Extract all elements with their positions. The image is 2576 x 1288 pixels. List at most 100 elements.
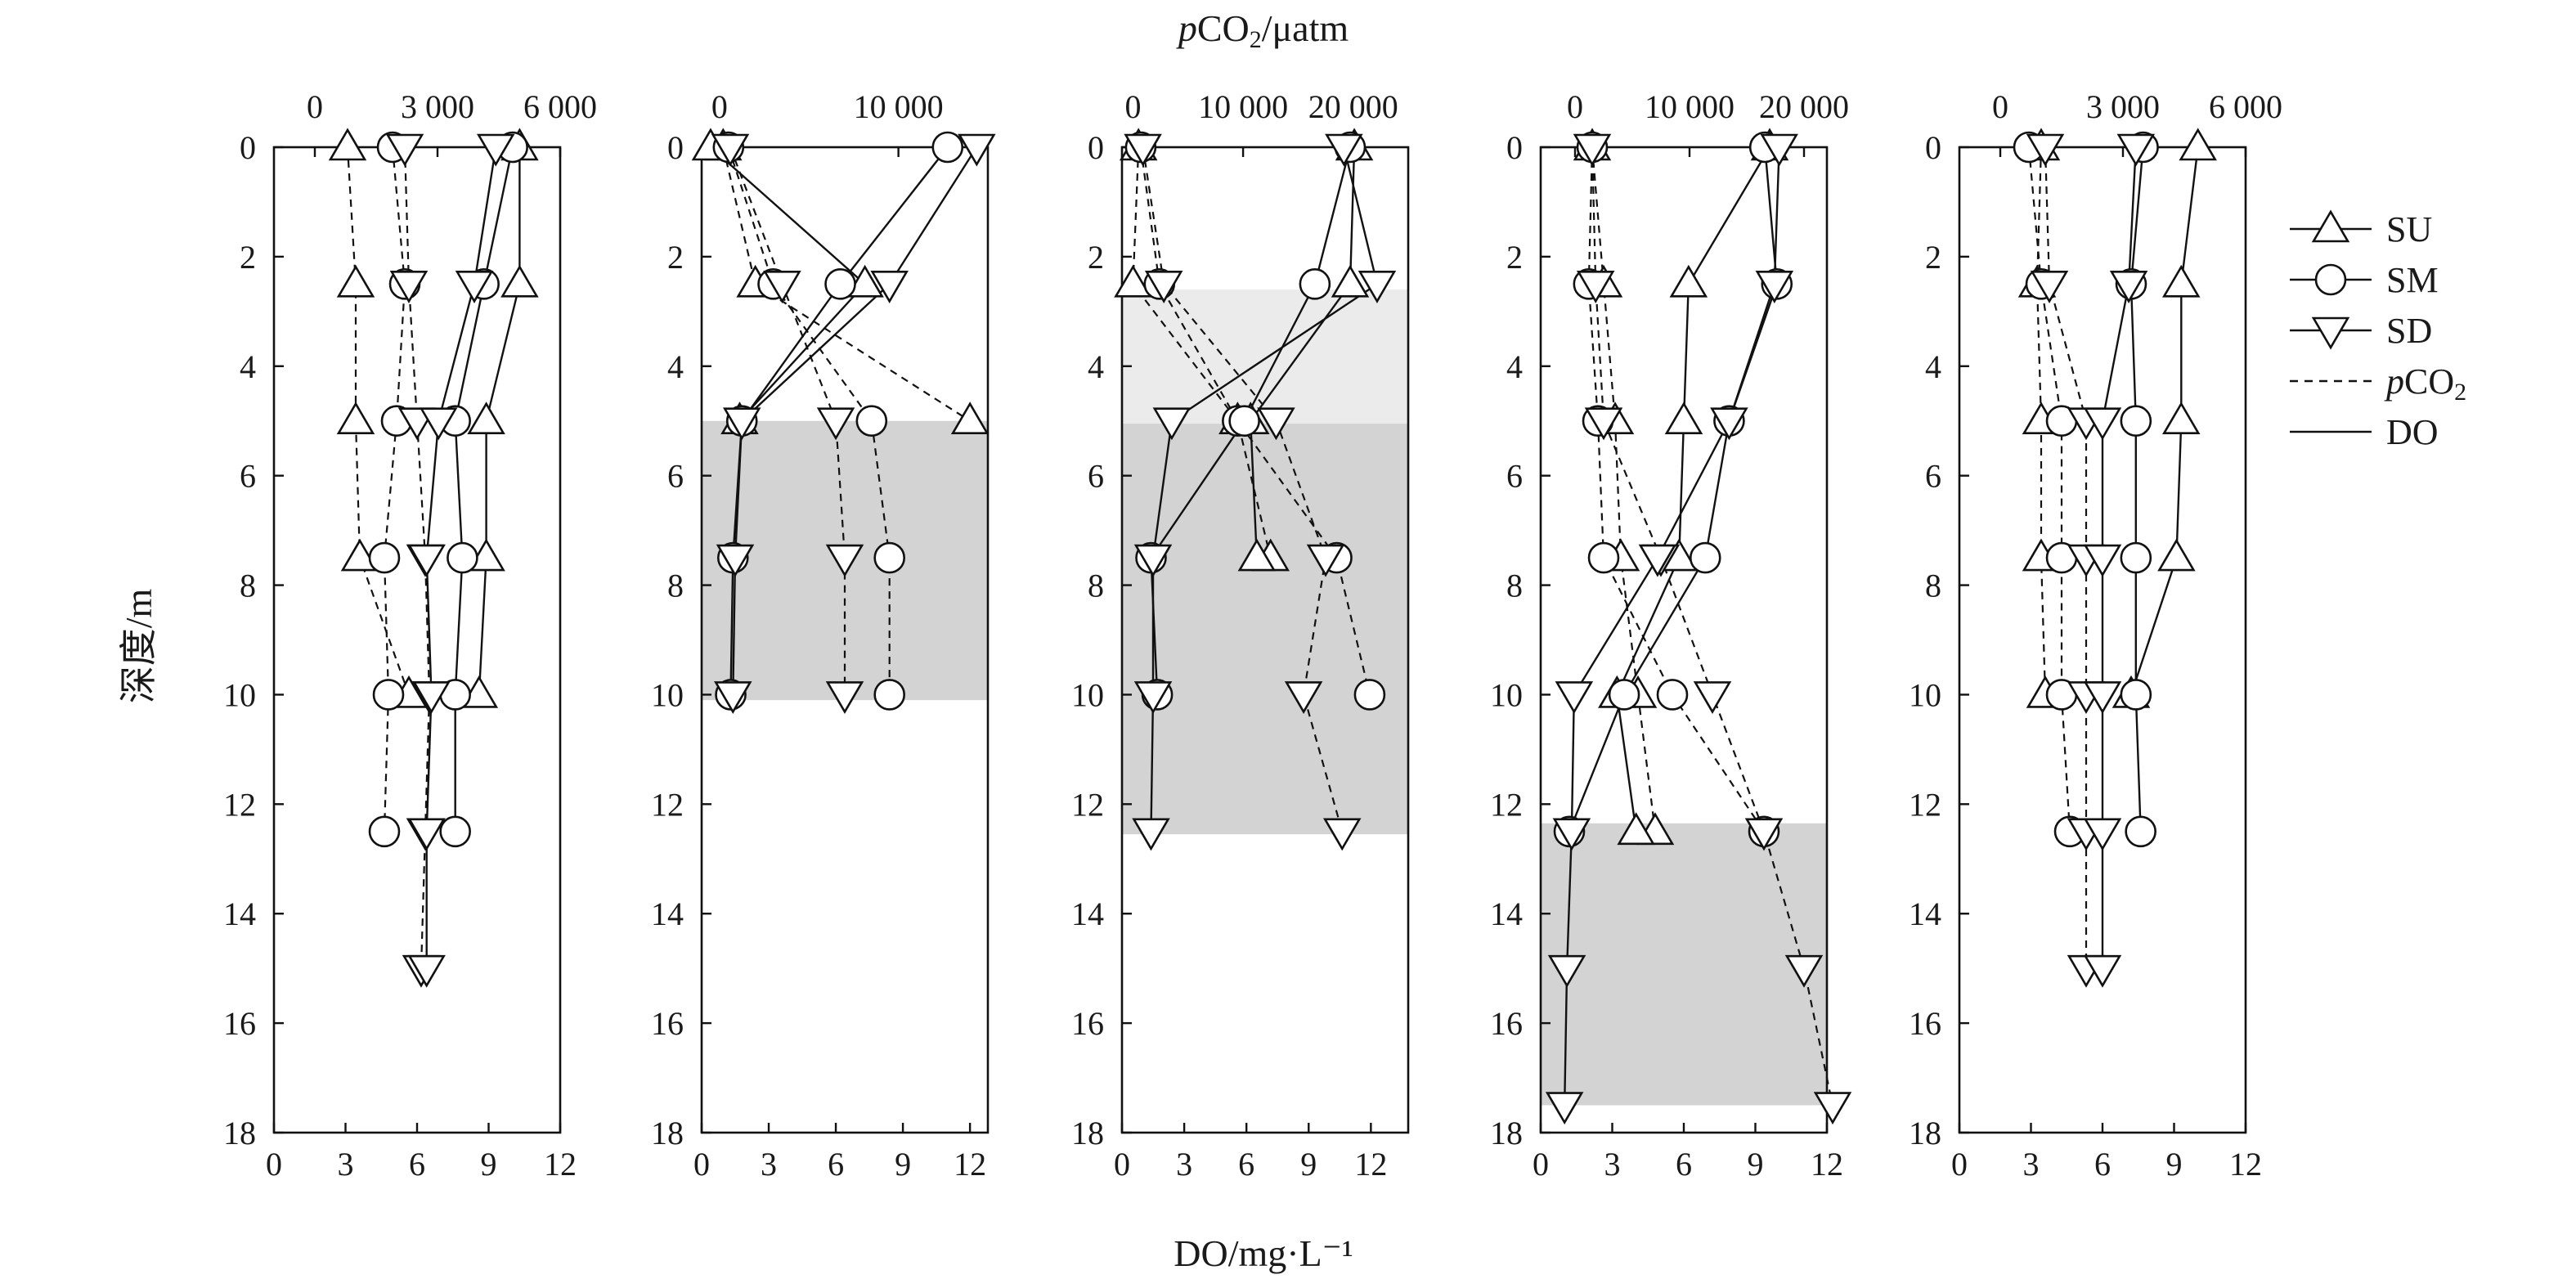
y-tick-label: 8 xyxy=(1088,568,1104,604)
legend-item-do: DO xyxy=(2290,412,2439,452)
y-tick-label: 12 xyxy=(223,786,256,823)
y-tick-label: 12 xyxy=(651,786,684,823)
do-point-sd xyxy=(716,544,755,577)
do-tick-label: 3 xyxy=(338,1146,354,1183)
legend-item-su: SU xyxy=(2290,209,2432,249)
pco2-point-sd xyxy=(1744,818,1784,851)
do-tick-label: 12 xyxy=(2229,1146,2262,1183)
y-tick-label: 0 xyxy=(240,129,256,166)
y-tick-label: 0 xyxy=(1088,129,1104,166)
do-point-sd xyxy=(1755,271,1794,303)
y-tick-label: 6 xyxy=(1506,458,1523,495)
do-tick-label: 0 xyxy=(1114,1146,1130,1183)
do-point-sm xyxy=(1299,268,1331,300)
pco2-line-sm xyxy=(1587,146,1765,832)
pco2-tick-label: 0 xyxy=(1567,88,1583,125)
y-tick-label: 10 xyxy=(1909,676,1941,713)
legend-label: DO xyxy=(2386,412,2439,452)
pco2-point-sd xyxy=(1322,818,1362,851)
y-tick-label: 12 xyxy=(1909,786,1941,823)
do-point-su xyxy=(1331,264,1370,298)
y-tick-label: 8 xyxy=(1925,568,1941,604)
pco2-point-su xyxy=(336,264,375,298)
pco2-point-sd xyxy=(1573,133,1612,167)
y-tick-label: 14 xyxy=(223,895,256,932)
pco2-point-sd xyxy=(1784,954,1824,988)
pco2-tick-label: 0 xyxy=(711,88,728,125)
series-markers xyxy=(328,128,539,988)
panel-frame xyxy=(700,146,990,1134)
do-point-sd xyxy=(2083,818,2122,851)
y-tick-label: 10 xyxy=(1490,676,1523,713)
y-tick-label: 16 xyxy=(223,1005,256,1042)
pco2-tick-label: 6 000 xyxy=(2209,88,2282,125)
do-point-su xyxy=(1617,812,1655,846)
do-point-sd xyxy=(1638,544,1677,577)
top-axis-title-co: CO xyxy=(1197,7,1250,49)
do-point-sm xyxy=(2120,679,2152,711)
pco2-tick-label: 0 xyxy=(1992,88,2008,125)
do-tick-label: 6 xyxy=(1676,1146,1692,1183)
pco2-point-sd xyxy=(1306,544,1345,577)
top-axis-title-unit: /μatm xyxy=(1262,7,1349,49)
pco2-tick-label: 3 000 xyxy=(2086,88,2160,125)
do-tick-label: 3 xyxy=(1604,1146,1621,1183)
y-tick-label: 2 xyxy=(1925,239,1941,276)
y-tick-label: 4 xyxy=(1925,348,1941,385)
pco2-tick-label: 3 000 xyxy=(401,88,474,125)
legend-marker-sd xyxy=(2311,316,2350,350)
pco2-point-sm xyxy=(855,405,888,438)
do-point-sd xyxy=(870,271,909,303)
y-tick-label: 2 xyxy=(667,239,684,276)
y-tick-label: 10 xyxy=(223,676,256,713)
pco2-point-sd xyxy=(1576,271,1615,303)
do-point-sm xyxy=(1228,405,1260,438)
y-tick-label: 18 xyxy=(1490,1115,1523,1151)
y-tick-label: 14 xyxy=(1490,895,1523,932)
y-tick-label: 18 xyxy=(1909,1115,1941,1151)
pco2-point-sd xyxy=(385,133,424,167)
do-tick-label: 3 xyxy=(761,1146,777,1183)
do-tick-label: 12 xyxy=(544,1146,577,1183)
do-point-sd xyxy=(455,271,494,303)
do-point-sm xyxy=(1608,679,1640,711)
do-tick-label: 3 xyxy=(2023,1146,2040,1183)
do-point-sd xyxy=(1152,407,1192,441)
y-tick-label: 8 xyxy=(240,568,256,604)
do-tick-label: 0 xyxy=(266,1146,282,1183)
legend-label: SM xyxy=(2386,260,2439,300)
y-tick-label: 2 xyxy=(1088,239,1104,276)
do-line-su xyxy=(1249,146,1356,559)
do-tick-label: 0 xyxy=(1533,1146,1549,1183)
panel-1: 0 2 4 6 8 10 12 14 16 18 0 3 6 9 12 0 3 000 6 000 xyxy=(223,88,597,1183)
do-point-sd xyxy=(412,681,451,715)
do-point-sd xyxy=(1325,133,1363,167)
pco2-line-su xyxy=(346,146,411,695)
do-point-sm xyxy=(447,541,478,574)
pco2-tick-label: 20 000 xyxy=(1759,88,1849,125)
y-tick-label: 2 xyxy=(1506,239,1523,276)
do-point-sd xyxy=(407,954,446,988)
do-point-su xyxy=(2161,402,2201,435)
pco2-point-sd xyxy=(1144,271,1183,303)
do-line-su xyxy=(1616,146,1771,832)
pco2-point-sm xyxy=(873,679,905,711)
y-tick-label: 0 xyxy=(667,129,684,166)
do-point-sd xyxy=(407,544,446,577)
do-tick-label: 9 xyxy=(2166,1146,2183,1183)
do-point-sd xyxy=(1710,407,1748,441)
top-axis-title-sub: 2 xyxy=(1250,26,1262,53)
pco2-tick-label: 20 000 xyxy=(1308,88,1398,125)
do-tick-label: 6 xyxy=(2094,1146,2111,1183)
top-axis-title-p: p xyxy=(1176,7,1197,49)
do-point-su xyxy=(1237,538,1277,572)
y-tick-label: 16 xyxy=(1909,1005,1941,1042)
do-point-sd xyxy=(958,133,996,167)
pco2-point-sd xyxy=(1284,681,1323,715)
y-tick-label: 14 xyxy=(1909,895,1941,932)
y-tick-label: 6 xyxy=(1088,458,1104,495)
legend-marker-sm xyxy=(2314,263,2347,296)
pco2-tick-label: 10 000 xyxy=(1198,88,1288,125)
do-line-sd xyxy=(1564,146,1780,1106)
pco2-point-sm xyxy=(1353,679,1386,711)
